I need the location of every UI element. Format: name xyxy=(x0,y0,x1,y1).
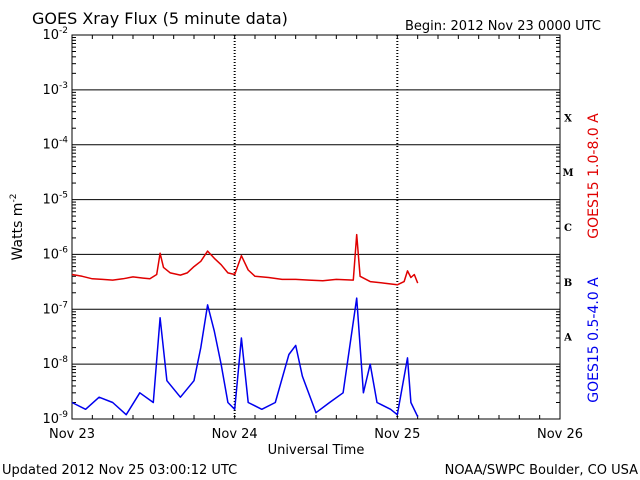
x-tick-label: Nov 25 xyxy=(374,427,420,442)
flare-class-c: C xyxy=(564,223,572,234)
flare-class-labels: X M C B A xyxy=(562,113,573,343)
y-tick-label: 10-5 xyxy=(42,191,68,208)
x-tick-label: Nov 23 xyxy=(49,427,95,442)
data-series xyxy=(71,233,419,418)
y-tick-label: 10-7 xyxy=(42,300,68,317)
series-line-0 xyxy=(71,233,419,286)
y-tick-label: 10-6 xyxy=(42,245,68,262)
legend-long-channel: GOES15 1.0-8.0 A xyxy=(586,113,602,239)
x-tick-label: Nov 26 xyxy=(537,427,583,442)
plot-frame xyxy=(71,34,561,420)
flare-class-x: X xyxy=(564,113,572,124)
legend-short-channel: GOES15 0.5-4.0 A xyxy=(586,277,602,403)
decade-gridlines xyxy=(72,37,560,403)
chart-title: GOES Xray Flux (5 minute data) xyxy=(32,9,288,28)
y-tick-label: 10-9 xyxy=(42,410,68,427)
flare-class-a: A xyxy=(563,333,572,344)
y-tick-label: 10-3 xyxy=(42,81,68,98)
y-axis-label: Watts m-2 xyxy=(9,194,26,261)
updated-timestamp: Updated 2012 Nov 25 03:00:12 UTC xyxy=(2,463,237,478)
flare-class-m: M xyxy=(562,168,573,179)
y-tick-label: 10-2 xyxy=(42,26,68,43)
y-tick-label: 10-8 xyxy=(42,355,68,372)
y-tick-label: 10-4 xyxy=(42,136,68,153)
series-line-1 xyxy=(71,297,419,418)
x-axis-label: Universal Time xyxy=(268,443,365,458)
x-axis-ticks: Nov 23 Nov 24 Nov 25 Nov 26 xyxy=(49,35,583,442)
y-tick-labels: 10-2 10-3 10-4 10-5 10-6 10-7 10-8 10-9 xyxy=(42,26,68,427)
x-tick-label: Nov 24 xyxy=(212,427,258,442)
begin-label: Begin: 2012 Nov 23 0000 UTC xyxy=(405,19,601,34)
flare-class-b: B xyxy=(564,278,572,289)
credit-label: NOAA/SWPC Boulder, CO USA xyxy=(445,463,638,478)
